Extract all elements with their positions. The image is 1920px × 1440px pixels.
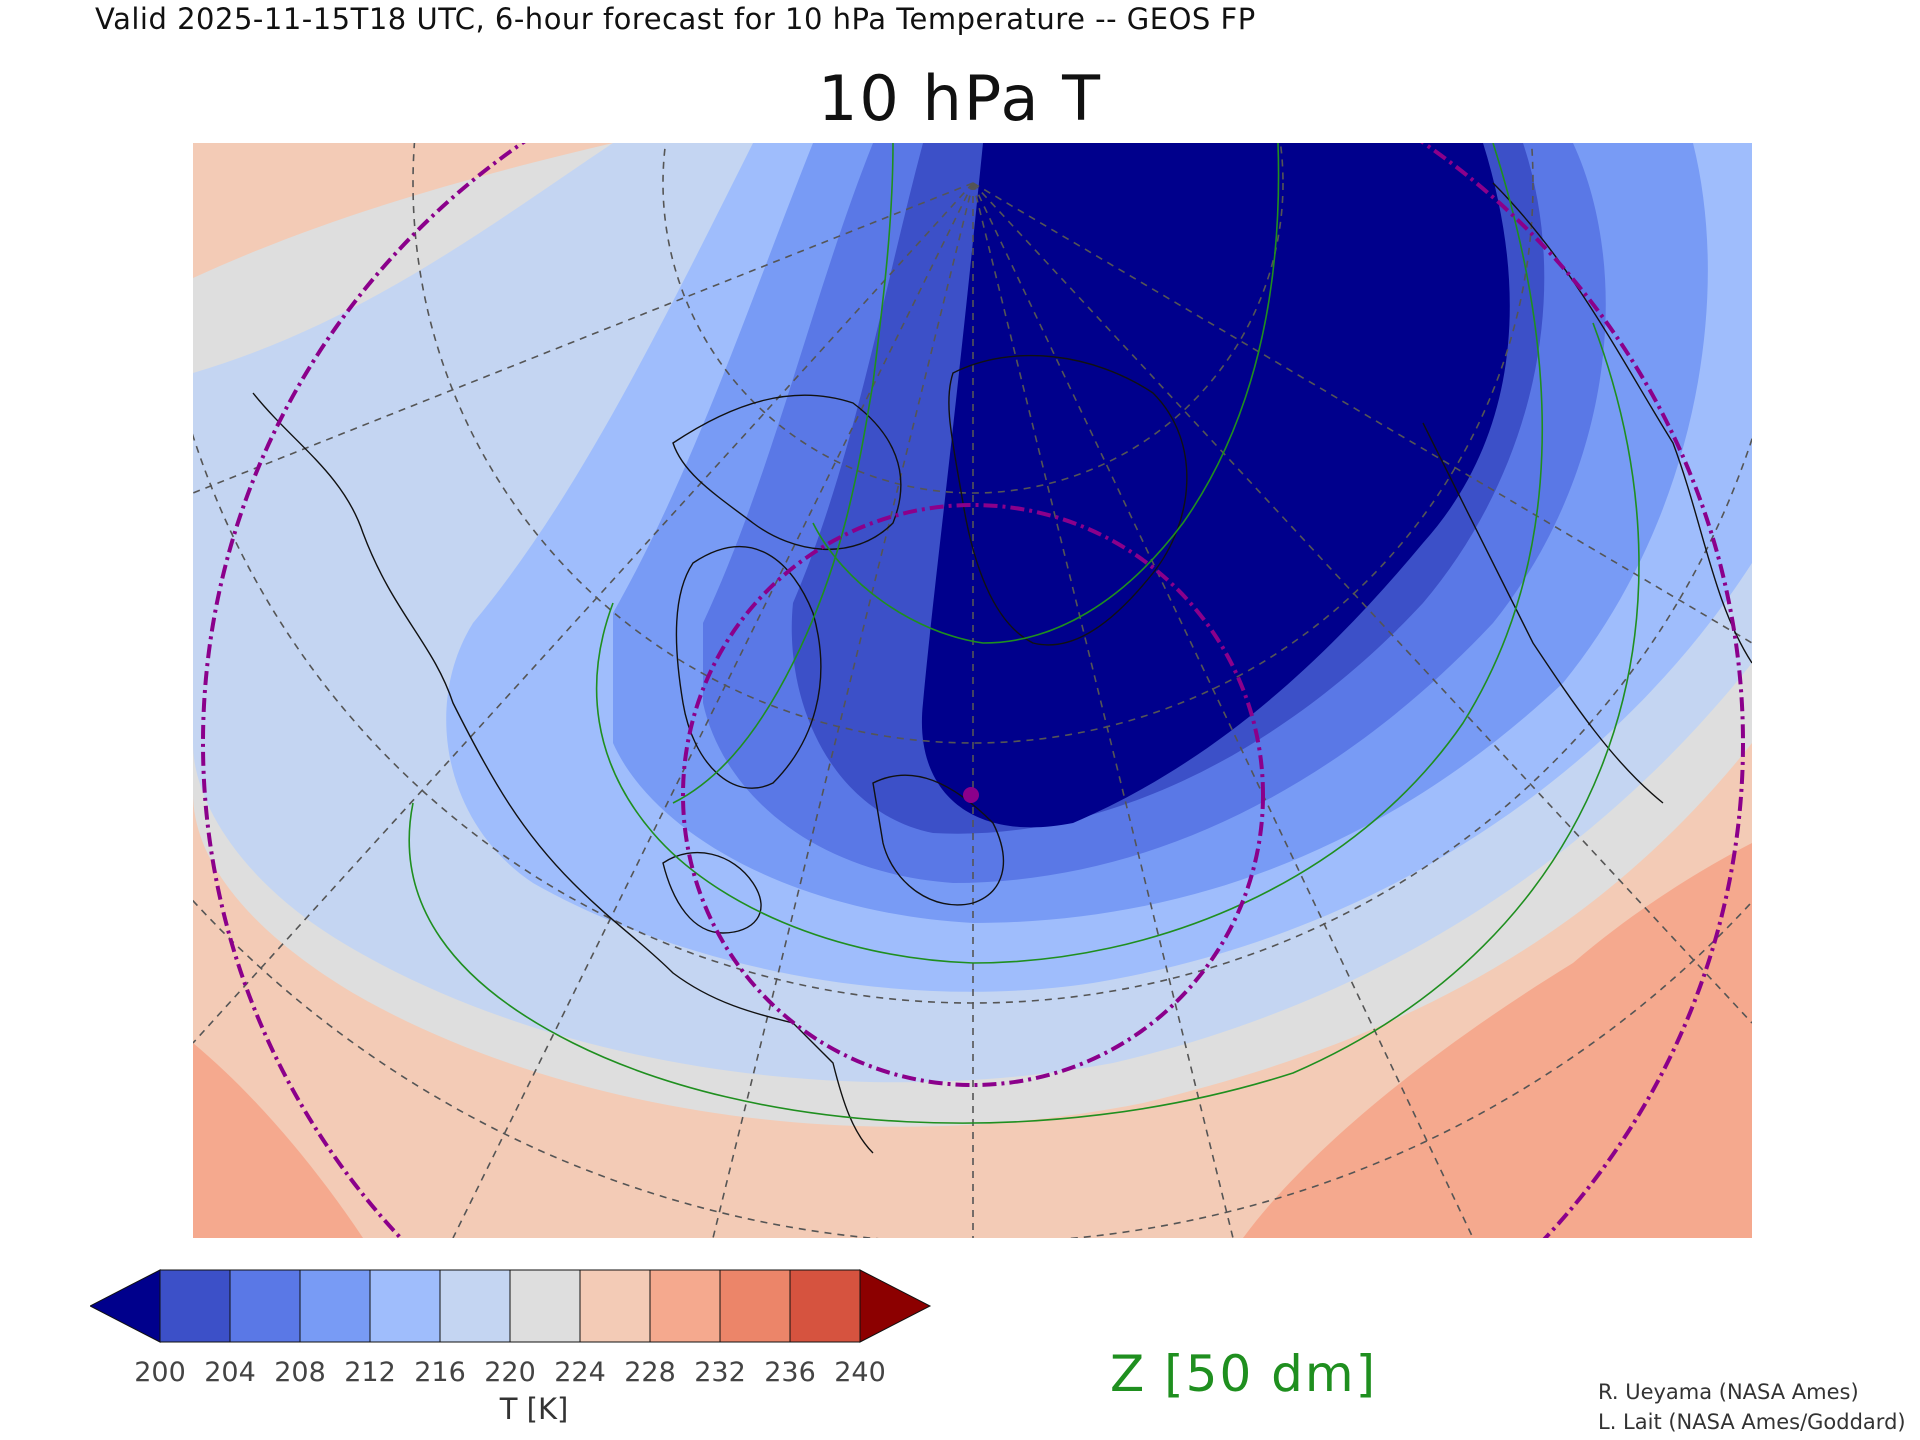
colorbar-tick-label: 224 [554, 1357, 606, 1388]
colorbar-bin [369, 1269, 441, 1343]
coastline-greenland [948, 354, 1188, 646]
map-title: 10 hPa T [817, 62, 1103, 135]
coastline-great-lakes [662, 851, 762, 934]
vortex-center-marker [963, 787, 979, 803]
credit-line-2: L. Lait (NASA Ames/Goddard) [1598, 1410, 1906, 1434]
height-contour-label: Z [50 dm] [1110, 1345, 1378, 1403]
colorbar-tick-label: 220 [484, 1357, 536, 1388]
colorbar-under-arrow [90, 1269, 161, 1343]
coastline-canadian-arctic [672, 394, 902, 551]
colorbar-tick-label: 216 [414, 1357, 466, 1388]
meridian [193, 182, 974, 1044]
colorbar-tick-label: 228 [624, 1357, 676, 1388]
colorbar-over-arrow [859, 1269, 932, 1343]
latitude-circle [662, 143, 1284, 494]
polar-vortex-edge-outer [201, 143, 1745, 1238]
forecast-header: Valid 2025-11-15T18 UTC, 6-hour forecast… [95, 2, 1256, 36]
height-contour [408, 322, 1640, 1124]
height-contour [812, 143, 1280, 644]
colorbar-bin [789, 1269, 861, 1343]
height-contour [595, 143, 1543, 964]
colorbar-tick-label: 240 [834, 1357, 886, 1388]
colorbar-bin [719, 1269, 791, 1343]
height-contour [672, 143, 894, 804]
colorbar-tick-label: 212 [344, 1357, 396, 1388]
meridian [972, 182, 1752, 1024]
temperature-colorbar [90, 1269, 932, 1343]
colorbar-tick-label: 200 [134, 1357, 186, 1388]
colorbar-tick-label: 236 [764, 1357, 816, 1388]
colorbar-bin [579, 1269, 651, 1343]
colorbar-tick-label: 204 [204, 1357, 256, 1388]
colorbar-bin [509, 1269, 581, 1343]
colorbar-tick-label: 232 [694, 1357, 746, 1388]
colorbar-bin [439, 1269, 511, 1343]
polar-vortex-edge-inner [681, 503, 1265, 1087]
coastline-hudson-bay [675, 545, 822, 789]
colorbar-unit-label: T [K] [499, 1392, 569, 1426]
temperature-map [193, 143, 1752, 1238]
meridian [193, 182, 974, 494]
latitude-circle [412, 143, 1534, 744]
credit-line-1: R. Ueyama (NASA Ames) [1598, 1380, 1859, 1404]
colorbar-tick-label: 208 [274, 1357, 326, 1388]
coastline-labrador [872, 774, 1005, 906]
shade-below-200-core [921, 143, 1510, 828]
coastline-europe [1422, 422, 1664, 804]
colorbar-bin [229, 1269, 301, 1343]
colorbar-bin [299, 1269, 371, 1343]
colorbar-bin [649, 1269, 721, 1343]
meridian [452, 182, 974, 1238]
shade-228-patch-east [1243, 843, 1752, 1238]
shade-228-patch-west [193, 1043, 363, 1238]
colorbar-bin [159, 1269, 231, 1343]
